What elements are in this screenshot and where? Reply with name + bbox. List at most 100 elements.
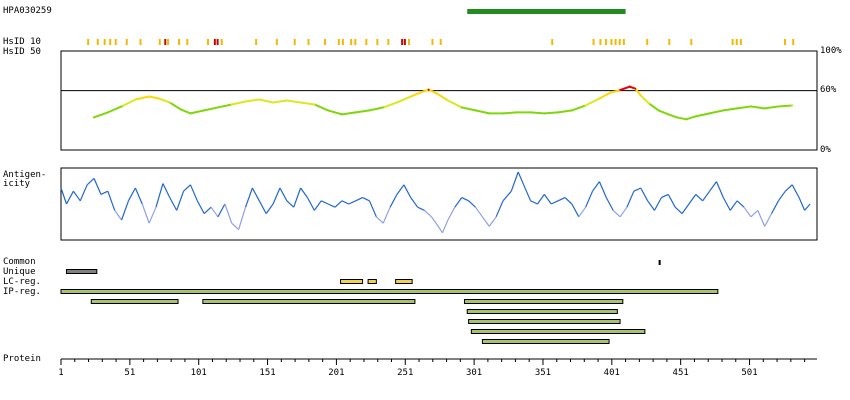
hsid-mark [668,39,671,45]
hsid-mark [114,39,117,45]
identity-point [93,116,96,119]
antigenicity-segment [674,206,683,215]
hsid-mark [167,39,170,45]
identity-segment [368,106,385,112]
identity-point [157,97,160,100]
antigenicity-segment [468,200,476,208]
antigenicity-segment [86,177,95,186]
antigenicity-segment [203,206,212,215]
identity-segment [557,109,573,114]
antigenicity-segment [196,200,205,214]
hsid-track [87,39,795,45]
antigenicity-segment [481,216,490,227]
antigenicity-segment [695,193,704,202]
x-tick-label: 201 [328,368,344,378]
antigenicity-segment [709,181,717,192]
x-tick-label: 401 [604,368,620,378]
identity-segment [543,111,560,115]
identity-point [120,105,123,108]
identity-point [648,102,650,105]
antigenicity-segment [612,209,621,218]
antigenicity-segment [424,209,432,218]
antigenicity-segment [224,203,233,224]
hsid-mark [365,39,368,45]
hsid-mark [255,39,258,45]
hsid-mark [592,39,595,45]
antigenicity-segment [100,190,109,195]
identity-segment [694,112,711,118]
ip-reg-bar [202,299,416,304]
antigenicity-segment [189,184,198,202]
antigenicity-segment [536,194,545,205]
hsid-mark [604,39,607,45]
ip-reg-bar [463,299,624,304]
antigenicity-segment [722,197,731,211]
identity-segment [584,97,601,107]
identity-point [272,101,275,104]
hsid-mark [341,39,344,45]
identity-segment [634,87,642,97]
antigenicity-segment [60,187,68,205]
ip-reg-bar [60,289,719,294]
identity-segment [189,109,206,115]
antigenicity-segment [396,184,405,195]
x-axis-label: Protein [3,354,41,364]
hsid-50-label: HsID 50 [3,47,41,57]
identity-segment [106,105,123,114]
identity-segment [667,113,678,119]
hsid-mark [690,39,693,45]
identity-segment [272,99,288,104]
hsid-mark [731,39,734,45]
antigenicity-segment [231,222,240,231]
x-tick-label: 151 [259,368,275,378]
antigenicity-segment [667,194,676,208]
identity-point [584,104,587,107]
identity-segment [435,92,449,102]
antigenicity-segment [605,197,614,211]
antigenicity-segment [341,200,350,205]
identity-point [474,109,477,112]
hsid-mark [610,39,613,45]
hsid-mark [186,39,189,45]
antigenicity-segment [736,200,745,208]
identity-point [396,101,398,104]
antigenicity-segment [293,187,302,208]
antigenicity-segment [107,190,116,211]
hsid-mark [324,39,327,45]
identity-point [623,87,626,90]
antigenicity-segment [121,200,130,221]
lc-reg-bar [367,279,377,284]
antigenicity-segment [461,197,469,202]
antigenicity-segment [626,190,635,208]
ip-reg-track-label: IP-reg. [3,287,41,297]
identity-point [529,111,532,114]
identity-segment [299,101,316,106]
antigenicity-segment [715,181,724,198]
identity-point [368,109,371,112]
hsid-mark [618,39,621,45]
hsid-mark [354,39,357,45]
identity-point [667,113,670,116]
hsid-mark [158,39,161,45]
antigenicity-segment [523,184,532,202]
antigenicity-segment [217,203,226,218]
antigenicity-segment [488,216,497,227]
hsid-mark [337,39,340,45]
hsid-mark [220,39,223,45]
identity-point [502,112,505,115]
antigenicity-segment [169,197,178,211]
antigenicity-segment [286,200,295,208]
identity-segment [134,95,151,101]
identity-segment [409,91,422,98]
identity-segment [502,111,518,115]
hsid-mark [96,39,99,45]
identity-segment [598,91,612,100]
antigenicity-segment [176,190,185,211]
hsid-mark [783,39,786,45]
antigenicity-segment [454,197,463,208]
antigenicity-segment [598,181,607,198]
hsid-mark [178,39,181,45]
hsid-10-label: HsID 10 [3,37,41,47]
common-track-label: Common [3,257,36,267]
antigenicity-segment [183,184,191,192]
